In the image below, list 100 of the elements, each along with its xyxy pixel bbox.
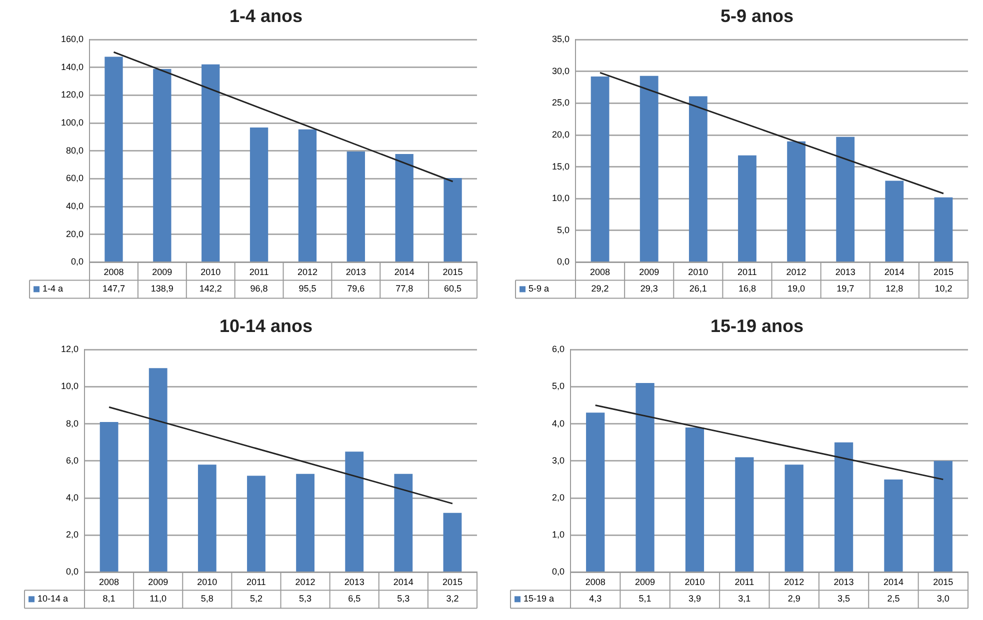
legend-label: 1-4 a — [42, 284, 64, 294]
y-tick-label: 15,0 — [552, 161, 570, 172]
x-tick-label: 2008 — [590, 267, 610, 278]
data-label: 147,7 — [102, 284, 126, 294]
data-label: 138,9 — [150, 284, 174, 294]
bar — [298, 129, 317, 262]
x-tick-label: 2010 — [200, 267, 221, 278]
x-tick-label: 2008 — [104, 267, 124, 278]
y-tick-label: 35,0 — [552, 34, 570, 44]
x-tick-label: 2009 — [635, 577, 656, 588]
data-label: 2,5 — [887, 594, 900, 604]
data-label: 10,2 — [934, 284, 952, 294]
bar — [836, 136, 855, 262]
data-label: 16,8 — [738, 284, 756, 294]
x-tick-label: 2012 — [297, 267, 318, 278]
x-tick-label: 2015 — [442, 267, 463, 278]
bar — [100, 422, 118, 572]
bar — [787, 141, 806, 262]
data-label: 5,1 — [638, 594, 652, 604]
chart-title: 15-19 anos — [710, 316, 804, 336]
x-tick-label: 2009 — [152, 267, 172, 278]
bar — [247, 476, 266, 572]
bar — [738, 155, 756, 262]
bar — [148, 368, 168, 572]
data-label: 2,9 — [788, 594, 800, 604]
chart-title: 5-9 anos — [720, 6, 794, 26]
x-tick-label: 2012 — [786, 267, 806, 278]
x-tick-label: 2013 — [344, 577, 364, 588]
bar — [885, 180, 904, 262]
data-label: 12,8 — [886, 284, 904, 294]
bar — [636, 382, 654, 572]
y-tick-label: 0,0 — [552, 566, 565, 577]
bar — [153, 68, 172, 262]
bar — [685, 428, 704, 572]
bar — [934, 460, 952, 572]
bar — [688, 96, 708, 262]
data-label: 5,3 — [299, 594, 312, 604]
data-label: 3,0 — [936, 594, 950, 604]
data-label: 5,8 — [200, 594, 214, 604]
y-tick-label: 100,0 — [60, 118, 84, 128]
legend-label: 15-19 a — [524, 594, 554, 604]
x-tick-label: 2011 — [249, 267, 269, 278]
bar — [784, 464, 804, 572]
x-tick-label: 2011 — [738, 267, 757, 278]
chart-title: 1-4 anos — [229, 6, 303, 26]
x-tick-label: 2013 — [346, 267, 366, 278]
x-tick-label: 2014 — [883, 577, 904, 588]
legend-label: 5-9 a — [528, 284, 550, 294]
data-label: 3,9 — [688, 594, 701, 604]
bar — [586, 412, 605, 572]
y-tick-label: 120,0 — [60, 90, 84, 100]
data-label: 11,0 — [150, 594, 167, 604]
y-tick-label: 40,0 — [66, 201, 84, 212]
data-label: 26,1 — [689, 284, 707, 294]
data-label: 29,3 — [640, 284, 658, 294]
y-tick-label: 20,0 — [66, 228, 84, 239]
y-tick-label: 2,0 — [552, 492, 565, 502]
bar — [104, 56, 123, 262]
y-tick-label: 25,0 — [552, 98, 570, 108]
data-label: 79,6 — [347, 284, 365, 294]
bar — [296, 474, 314, 572]
y-tick-label: 5,0 — [557, 224, 570, 235]
bar — [250, 128, 268, 262]
legend-label: 10-14 a — [38, 594, 68, 604]
x-tick-label: 2015 — [933, 577, 954, 588]
data-label: 60,5 — [444, 284, 462, 294]
data-label: 5,3 — [397, 594, 410, 604]
x-tick-label: 2011 — [246, 577, 266, 588]
data-label: 3,5 — [838, 594, 850, 604]
y-tick-label: 4,0 — [66, 492, 79, 502]
bar — [443, 512, 462, 572]
y-tick-label: 8,0 — [66, 418, 79, 428]
y-tick-label: 30,0 — [552, 66, 570, 76]
data-label: 3,1 — [738, 594, 751, 604]
data-label: 19,0 — [788, 284, 806, 294]
bar — [834, 442, 854, 572]
data-label: 5,2 — [250, 594, 262, 604]
x-tick-label: 2011 — [734, 577, 754, 588]
x-tick-label: 2014 — [393, 577, 414, 588]
bar — [346, 151, 365, 262]
x-tick-label: 2010 — [197, 577, 218, 588]
bar — [640, 76, 658, 262]
chart-title: 10-14 anos — [219, 316, 313, 336]
y-tick-label: 0,0 — [557, 256, 570, 267]
x-tick-label: 2012 — [784, 577, 804, 588]
data-label: 142,2 — [199, 284, 222, 294]
y-tick-label: 2,0 — [66, 530, 79, 540]
x-tick-label: 2014 — [884, 267, 904, 278]
bar — [934, 197, 953, 262]
y-tick-label: 4,0 — [552, 418, 565, 428]
y-tick-label: 80,0 — [66, 145, 84, 156]
bar — [395, 154, 414, 262]
bar — [884, 479, 903, 572]
bar — [444, 178, 462, 262]
x-tick-label: 2010 — [688, 267, 708, 278]
y-tick-label: 1,0 — [552, 530, 565, 540]
y-tick-label: 60,0 — [66, 173, 84, 184]
x-tick-label: 2013 — [835, 267, 856, 278]
x-tick-label: 2010 — [684, 577, 705, 588]
x-tick-label: 2015 — [933, 267, 954, 278]
